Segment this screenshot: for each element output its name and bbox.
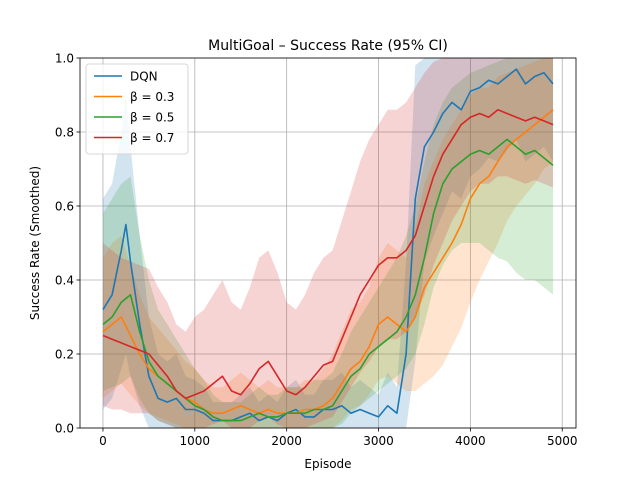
legend-label-2: β = 0.5 <box>130 111 174 125</box>
plot-area: 0 1000 2000 3000 4000 5000 0.0 0.2 0.4 0.6 0.8 1.0 <box>55 52 578 449</box>
legend-box <box>85 63 189 155</box>
ci-band-layer <box>103 58 553 428</box>
ci-band-series-3 <box>103 58 553 428</box>
grid-layer <box>80 57 576 429</box>
x-tick-label: 5000 <box>547 434 578 448</box>
legend-label-3: β = 0.7 <box>130 131 174 145</box>
series-line-3 <box>102 109 554 400</box>
chart-title: MultiGoal – Success Rate (95% CI) <box>208 38 448 54</box>
y-tick-label: 0.6 <box>55 200 74 214</box>
y-tick-label: 0.0 <box>55 422 74 436</box>
x-tick-label: 1000 <box>180 434 211 448</box>
y-axis-label: Success Rate (Smoothed) <box>28 166 42 320</box>
x-tick-label: 0 <box>99 434 107 448</box>
tick-layer: 0 1000 2000 3000 4000 5000 0.0 0.2 0.4 0.6 0.8 1.0 <box>55 52 578 449</box>
series-line-layer <box>102 68 554 422</box>
legend-label-1: β = 0.3 <box>130 90 174 104</box>
legend: DQN β = 0.3 β = 0.5 β = 0.7 <box>85 63 189 155</box>
ci-band-series-1 <box>103 58 553 428</box>
x-tick-label: 4000 <box>455 434 486 448</box>
ci-band-series-2 <box>103 58 553 428</box>
x-tick-label: 2000 <box>271 434 302 448</box>
legend-label-0: DQN <box>130 70 158 84</box>
y-tick-label: 1.0 <box>55 52 74 66</box>
y-tick-label: 0.2 <box>55 348 74 362</box>
ci-band-series-0 <box>103 58 553 428</box>
y-tick-label: 0.8 <box>55 126 74 140</box>
x-axis-label: Episode <box>304 457 351 471</box>
axes-frame <box>79 57 577 429</box>
x-tick-label: 3000 <box>363 434 394 448</box>
y-tick-label: 0.4 <box>55 274 74 288</box>
